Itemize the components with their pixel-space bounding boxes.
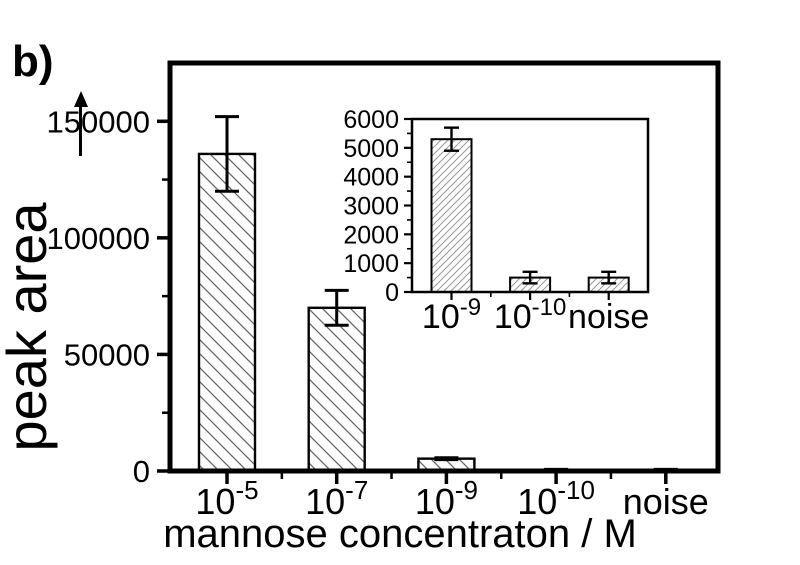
x-axis-title: mannose concentraton / M — [163, 512, 637, 556]
y-tick-label: 0 — [133, 454, 150, 489]
x-tick-label: 10-7 — [305, 475, 368, 522]
x-tick-label: 10-9 — [422, 294, 481, 336]
y-tick-label: 6000 — [343, 106, 399, 134]
x-tick-label: noise — [623, 481, 709, 522]
y-axis-title: peak area — [0, 202, 58, 452]
x-tick-label: noise — [568, 298, 649, 336]
x-tick-label: 10-10 — [517, 475, 595, 522]
bar-10^-9 — [430, 138, 473, 293]
y-tick-label: 150000 — [47, 104, 150, 139]
bar-10^-7 — [307, 306, 366, 473]
error-bar-10^-5 — [215, 115, 239, 193]
y-tick-label: 4000 — [343, 164, 399, 192]
y-tick-label: 1000 — [343, 250, 399, 278]
y-tick-label: 0 — [385, 279, 399, 307]
bar-10^-5 — [197, 152, 257, 473]
y-tick-label: 100000 — [47, 221, 150, 256]
y-tick-label: 50000 — [64, 338, 150, 373]
error-bar-10^-7 — [324, 288, 349, 327]
y-axis-arrow-icon — [79, 106, 82, 156]
x-tick-label: 10-9 — [415, 475, 478, 522]
figure-label: b) — [12, 37, 54, 86]
y-tick-label: 3000 — [343, 193, 399, 221]
error-bar-noise — [601, 270, 617, 285]
y-tick-label: 2000 — [343, 221, 399, 249]
error-bar-10^-9 — [434, 456, 459, 462]
axes-frame — [167, 60, 721, 474]
x-tick-label: 10-10 — [494, 294, 567, 336]
x-tick-label: 10-5 — [195, 475, 258, 522]
y-axis-arrowhead-icon — [73, 91, 88, 107]
error-bar-10^-10 — [522, 270, 538, 285]
error-bar-10^-9 — [444, 126, 459, 152]
y-tick-label: 5000 — [343, 135, 399, 163]
